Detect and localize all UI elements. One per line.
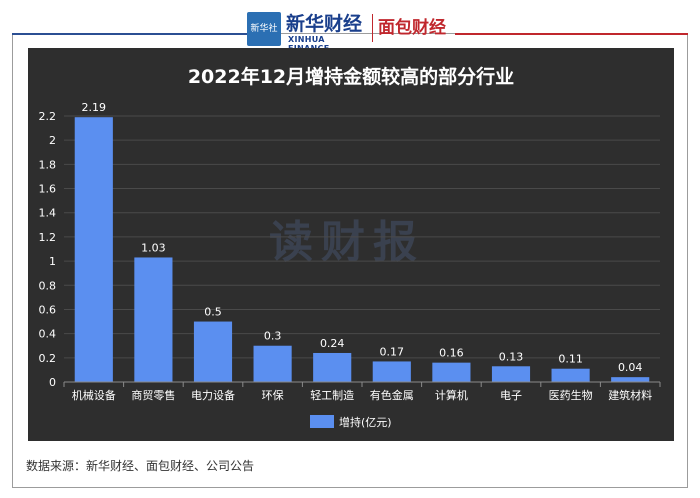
data-label: 0.5 xyxy=(204,306,222,319)
y-tick-label: 0.4 xyxy=(39,328,57,341)
bar xyxy=(313,352,352,382)
data-label: 1.03 xyxy=(141,241,166,254)
header-rule-left xyxy=(12,33,250,35)
data-label: 0.3 xyxy=(264,330,282,343)
xinhua-finance-logo: 新华财经 xyxy=(286,13,363,35)
bar xyxy=(193,321,233,382)
bar-layer xyxy=(74,117,650,382)
x-tick-label: 机械设备 xyxy=(72,388,116,402)
header-rule-right xyxy=(455,33,688,35)
legend-swatch xyxy=(310,415,334,428)
x-tick-label: 建筑材料 xyxy=(608,388,652,402)
y-tick-label: 1.8 xyxy=(39,158,57,171)
x-tick-label: 环保 xyxy=(262,388,284,402)
y-tick-label: 1 xyxy=(49,255,56,268)
x-tick-label: 商贸零售 xyxy=(131,388,175,402)
bar xyxy=(432,362,471,382)
axis-layer: 0 0.2 0.4 0.6 0.8 1 1.2 1.4 1.6 1.8 2 2.2 机械设备 商贸零售 电力… xyxy=(39,110,661,402)
label-layer: 2.19 1.03 0.5 0.3 0.24 0.17 0.16 0.13 0.11 0.04 xyxy=(82,101,643,374)
bar xyxy=(253,345,292,382)
watermark: 读财报 xyxy=(269,217,425,268)
y-tick-label: 0 xyxy=(49,376,56,389)
y-tick-label: 0.2 xyxy=(39,352,57,365)
mianbao-finance-logo: 面包财经 xyxy=(378,18,446,38)
y-tick-label: 2 xyxy=(49,134,56,147)
y-tick-label: 1.2 xyxy=(39,231,57,244)
data-label: 0.13 xyxy=(499,350,524,363)
x-tick-label: 轻工制造 xyxy=(310,388,354,402)
y-tick-label: 0.6 xyxy=(39,303,57,316)
y-tick-label: 2.2 xyxy=(39,110,57,123)
data-label: 0.11 xyxy=(558,353,583,366)
chart-title: 2022年12月增持金额较高的部分行业 xyxy=(187,66,515,88)
x-tick-label: 计算机 xyxy=(435,388,468,402)
x-tick-label: 电力设备 xyxy=(191,388,235,402)
data-label: 0.17 xyxy=(380,345,405,358)
xinhua-logo-icon: 新华社 xyxy=(247,12,281,46)
bar xyxy=(611,377,650,382)
y-tick-label: 0.8 xyxy=(39,279,57,292)
x-tick-label: 电子 xyxy=(500,389,522,402)
bar xyxy=(134,257,173,382)
bar xyxy=(551,368,590,382)
data-label: 0.16 xyxy=(439,347,464,360)
x-tick-label: 医药生物 xyxy=(549,388,593,402)
source-note: 数据来源：新华财经、面包财经、公司公告 xyxy=(26,459,255,473)
legend-label: 增持(亿元) xyxy=(339,415,392,429)
legend: 增持(亿元) xyxy=(310,415,392,429)
y-tick-label: 1.4 xyxy=(39,207,57,220)
y-tick-label: 1.6 xyxy=(39,183,57,196)
data-label: 0.04 xyxy=(618,361,643,374)
bar xyxy=(372,361,411,382)
data-label: 0.24 xyxy=(320,337,345,350)
bar xyxy=(74,117,113,382)
bar xyxy=(491,366,531,382)
x-tick-label: 有色金属 xyxy=(370,388,414,402)
logo-divider xyxy=(372,14,373,42)
header-logos: 新华社 新华财经 XINHUA FINANCE 面包财经 xyxy=(0,0,700,53)
data-label: 2.19 xyxy=(82,101,107,114)
